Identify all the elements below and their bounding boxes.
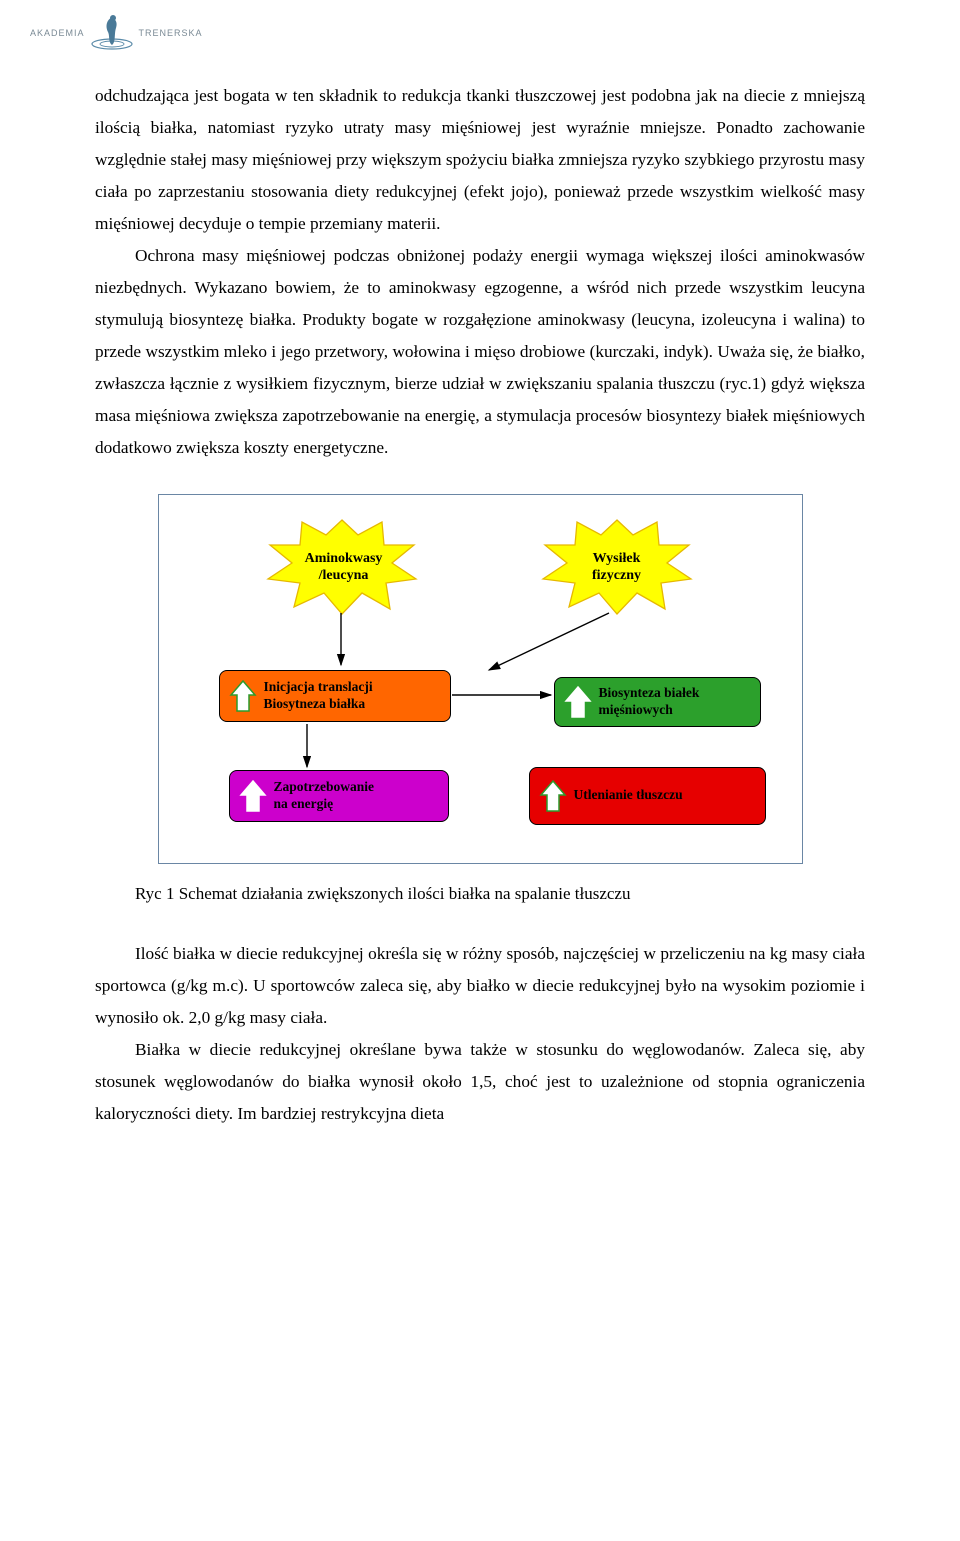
star-label-l1: Aminokwasy	[305, 551, 383, 566]
paragraph-2: Ochrona masy mięśniowej podczas obniżone…	[95, 240, 865, 464]
main-text-block: odchudzająca jest bogata w ten składnik …	[95, 80, 865, 464]
box-zapotrzebowanie: Zapotrzebowanie na energię	[229, 770, 449, 822]
box-line1: Utlenianie tłuszczu	[574, 787, 683, 802]
box-inicjacja: Inicjacja translacji Biosytneza białka	[219, 670, 451, 722]
up-arrow-icon	[539, 779, 567, 813]
star-label-l2: fizyczny	[592, 568, 641, 583]
star-label-l2: /leucyna	[319, 568, 369, 583]
flowchart-diagram: Aminokwasy /leucyna Wysiłek fizyczny	[158, 494, 803, 864]
star-label-l1: Wysiłek	[593, 551, 641, 566]
header-logo: AKADEMIA TRENERSKA	[30, 12, 203, 54]
diagram-container: Aminokwasy /leucyna Wysiłek fizyczny	[158, 494, 803, 864]
box-line2: mięśniowych	[599, 702, 673, 717]
logo-word-left: AKADEMIA	[30, 28, 85, 38]
paragraph-4: Białka w diecie redukcyjnej określane by…	[95, 1034, 865, 1130]
box-line2: na energię	[274, 796, 334, 811]
box-utlenianie: Utlenianie tłuszczu	[529, 767, 766, 825]
discus-thrower-icon	[88, 12, 136, 54]
paragraph-3: Ilość białka w diecie redukcyjnej określ…	[95, 938, 865, 1034]
lower-text-block: Ilość białka w diecie redukcyjnej określ…	[95, 938, 865, 1130]
box-line2: Biosytneza białka	[264, 696, 366, 711]
star-aminokwasy-label: Aminokwasy /leucyna	[299, 551, 389, 585]
box-biosynteza: Biosynteza białek mięśniowych	[554, 677, 761, 727]
box-line1: Biosynteza białek	[599, 685, 700, 700]
up-arrow-icon	[564, 685, 592, 719]
up-arrow-icon	[229, 679, 257, 713]
figure-caption: Ryc 1 Schemat działania zwiększonych ilo…	[95, 884, 865, 904]
up-arrow-icon	[239, 779, 267, 813]
star-wysilek-label: Wysiłek fizyczny	[582, 551, 652, 585]
logo-word-right: TRENERSKA	[139, 28, 203, 38]
box-line1: Inicjacja translacji	[264, 679, 373, 694]
box-line1: Zapotrzebowanie	[274, 779, 375, 794]
paragraph-1: odchudzająca jest bogata w ten składnik …	[95, 80, 865, 240]
